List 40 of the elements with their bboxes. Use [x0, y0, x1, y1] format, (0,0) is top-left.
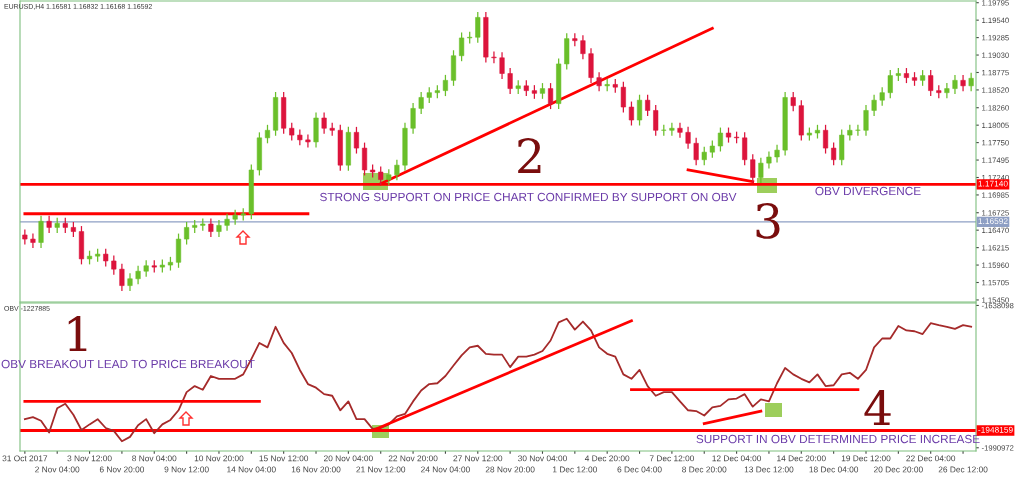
x-tick-label: 18 Dec 04:00	[809, 466, 859, 473]
annotation: 2	[518, 137, 541, 174]
annotation: SUPPORT IN OBV DETERMINED PRICE INCREASE	[696, 434, 980, 444]
x-tick-label: 21 Nov 12:00	[356, 466, 406, 473]
annotation: STRONG SUPPORT ON PRICE CHART CONFIRMED BY SUPPORT ON OBV	[320, 192, 737, 202]
x-tick-label: 9 Nov 12:00	[164, 466, 209, 473]
x-tick-label: 31 Oct 2017	[2, 455, 48, 462]
ref-line-label: 1.16592	[978, 218, 1008, 225]
x-tick-label: 27 Nov 12:00	[453, 455, 503, 462]
x-tick-label: 19 Dec 12:00	[841, 455, 891, 462]
annotation: 4	[864, 389, 891, 426]
x-tick-label: 20 Nov 04:00	[324, 455, 373, 462]
x-tick-label: 6 Dec 04:00	[617, 466, 662, 473]
x-tick-label: 12 Dec 04:00	[712, 455, 762, 462]
x-tick-label: 30 Nov 04:00	[518, 455, 567, 462]
x-tick-label: 22 Dec 04:00	[906, 455, 956, 462]
x-tick-label: 4 Dec 20:00	[584, 455, 630, 462]
x-tick-label: 16 Nov 20:00	[291, 466, 341, 473]
annotation: 1	[68, 315, 87, 352]
annotation: 3	[756, 202, 780, 239]
annotation: OBV DIVERGENCE	[815, 186, 921, 196]
ref-line-label: 1.17140	[978, 180, 1008, 187]
x-tick-label: 15 Nov 12:00	[259, 455, 309, 462]
x-tick-label: 6 Nov 20:00	[99, 466, 145, 473]
x-tick-label: 1 Dec 12:00	[553, 466, 597, 473]
x-tick-label: 14 Nov 04:00	[227, 466, 276, 473]
x-tick-label: 20 Dec 20:00	[873, 466, 923, 473]
x-tick-label: 10 Nov 20:00	[194, 455, 244, 462]
x-tick-label: 24 Nov 04:00	[421, 466, 470, 473]
x-tick-label: 14 Dec 20:00	[777, 455, 826, 462]
x-tick-label: 26 Dec 12:00	[938, 466, 988, 473]
x-tick-label: 13 Dec 12:00	[744, 466, 794, 473]
x-tick-label: 7 Dec 12:00	[649, 455, 695, 462]
ref-line-label: -1948159	[978, 426, 1013, 433]
x-tick-label: 2 Nov 04:00	[35, 466, 80, 473]
x-tick-label: 28 Nov 20:00	[485, 466, 535, 473]
x-tick-label: 22 Nov 20:00	[388, 455, 438, 462]
x-tick-label: 8 Nov 04:00	[132, 455, 177, 462]
x-tick-label: 8 Dec 20:00	[682, 466, 727, 473]
x-tick-label: 3 Nov 12:00	[67, 455, 112, 462]
